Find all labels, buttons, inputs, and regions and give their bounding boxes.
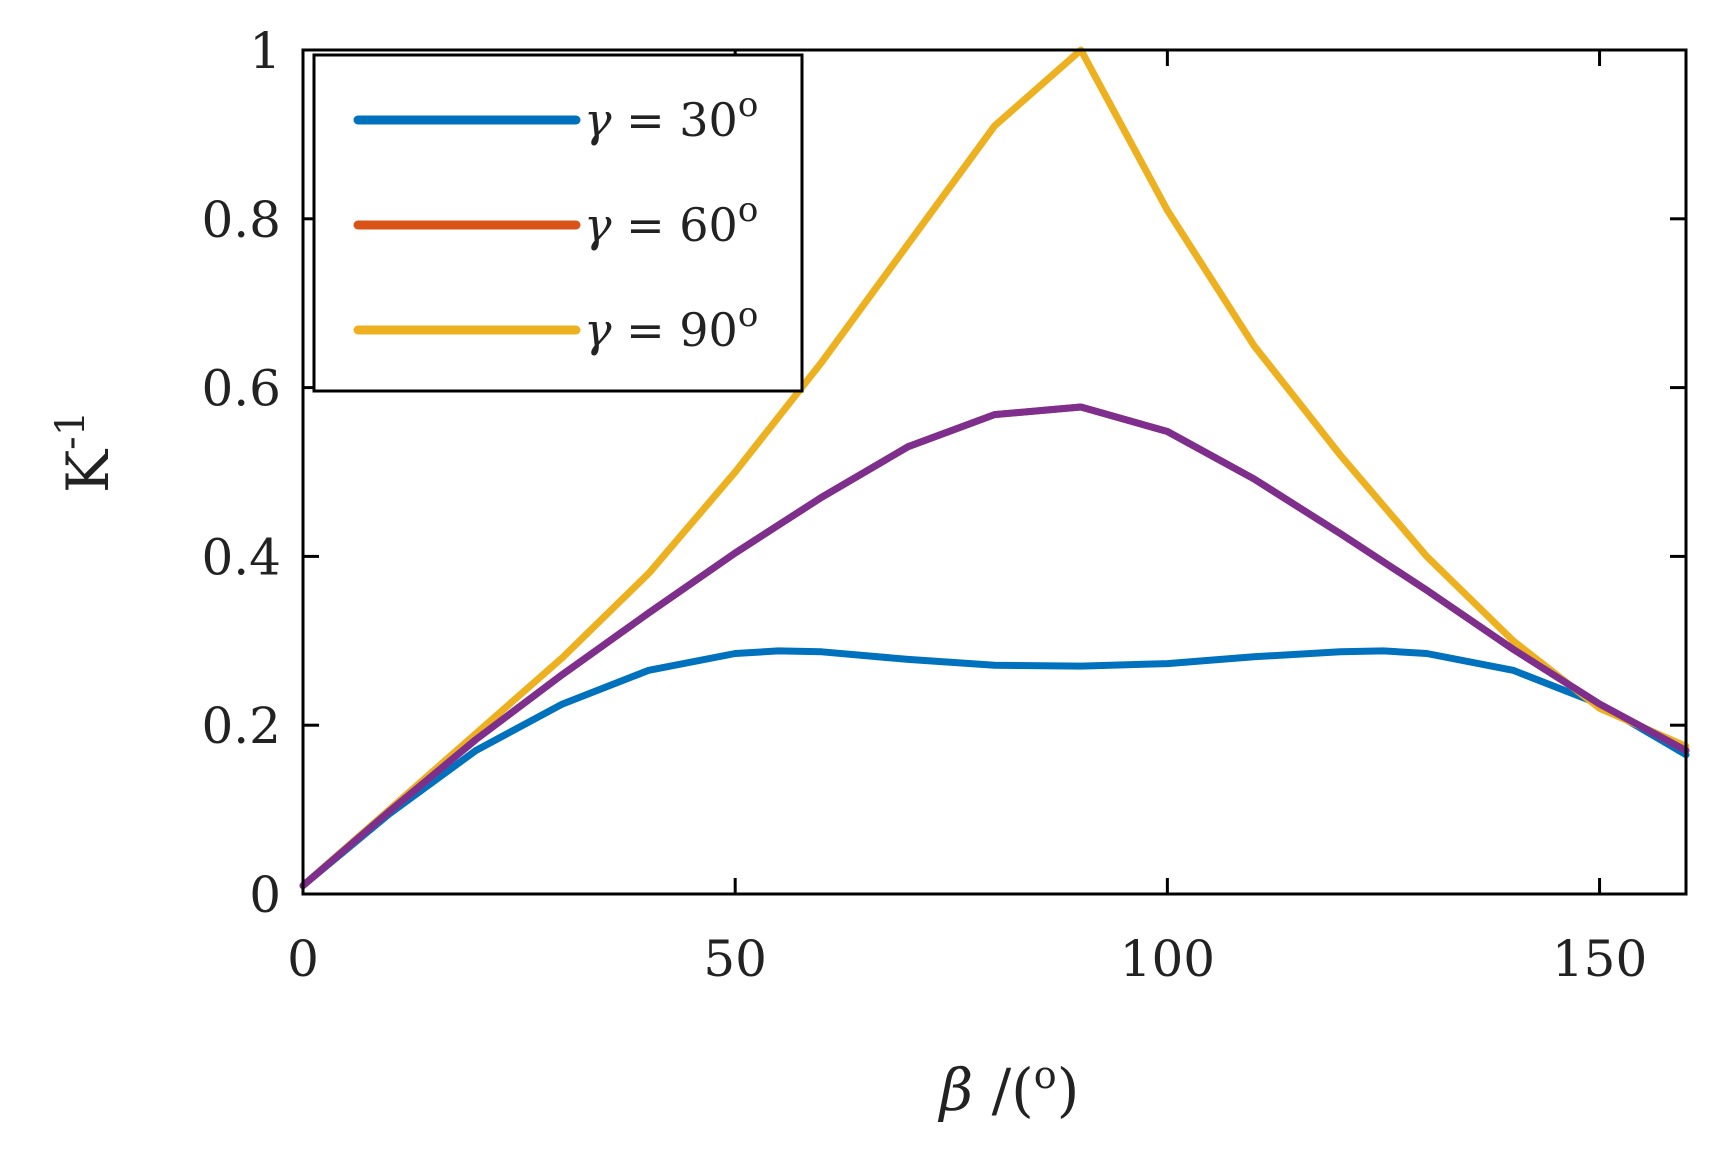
legend-label: γ = 60o [584, 190, 758, 252]
axes-frame [301, 48, 1688, 896]
series-line-3 [299, 46, 1690, 890]
y-axis-base: K [54, 448, 122, 493]
x-tick-label: 100 [1120, 930, 1215, 988]
legend-label: γ = 90o [584, 295, 758, 357]
x-axis-text: /( [973, 1056, 1034, 1124]
y-tick-label: 0.4 [201, 528, 281, 586]
legend-items: γ = 30o γ = 60o γ = 90o [353, 85, 758, 357]
x-axis-symbol: β [938, 1056, 974, 1124]
series-line-2 [299, 403, 1690, 890]
x-axis-close: ) [1057, 1056, 1080, 1124]
legend: γ = 30o γ = 60o γ = 90o [312, 53, 804, 393]
series-line-1 [299, 647, 1690, 890]
legend-item: γ = 30o [353, 85, 758, 147]
x-tick-label: 50 [703, 930, 767, 988]
series-layer [299, 46, 1690, 890]
x-tick-label: 150 [1552, 930, 1647, 988]
x-axis-superscript: o [1034, 1053, 1057, 1097]
y-tick-label: 0.6 [201, 360, 281, 418]
y-tick-label: 1 [249, 22, 281, 80]
legend-label: γ = 30o [584, 85, 758, 147]
legend-item: γ = 60o [353, 190, 758, 252]
x-tick-label: 0 [287, 930, 319, 988]
y-axis-superscript: -1 [48, 411, 94, 450]
x-axis-title: β /(o) [938, 1053, 1080, 1124]
y-axis-title: K-1 [48, 411, 122, 493]
series-line-4 [299, 403, 1690, 890]
ticks-layer: 0 50 100 150 0 0.2 0.4 0.6 0.8 1 [201, 22, 1686, 988]
y-tick-label: 0.8 [201, 191, 281, 249]
y-tick-label: 0.2 [201, 697, 281, 755]
y-tick-label: 0 [249, 866, 281, 924]
legend-item: γ = 90o [353, 295, 758, 357]
